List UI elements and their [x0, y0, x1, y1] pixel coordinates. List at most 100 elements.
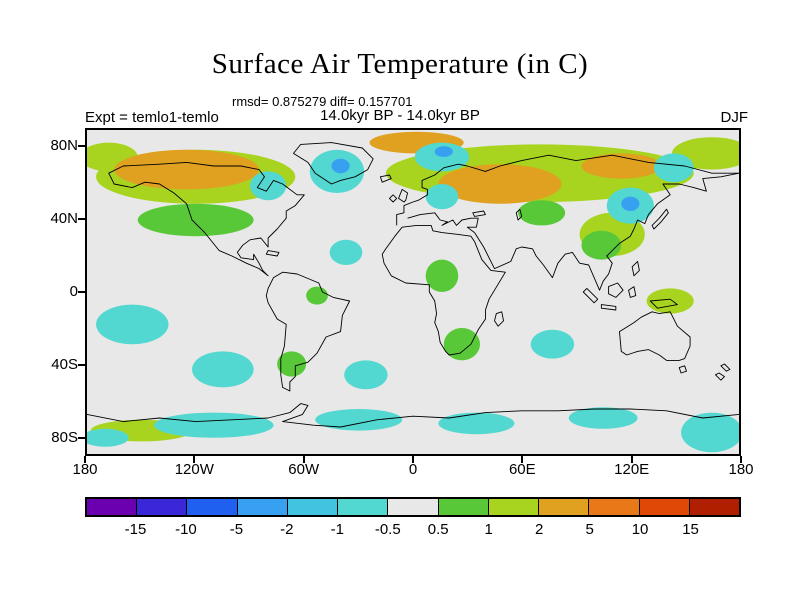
- colorbar-tick-label: 2: [534, 521, 544, 538]
- colorbar-segment: [87, 499, 138, 515]
- coastline-south-america: [265, 271, 351, 392]
- coastline-mediterranean: [407, 212, 479, 233]
- coastline-philippines: [631, 260, 640, 277]
- world-map: [87, 130, 739, 454]
- colorbar-segment: [137, 499, 188, 515]
- colorbar-tick-label: -1: [330, 521, 344, 538]
- contour-patch: [277, 351, 307, 377]
- coastline-iceland: [379, 174, 392, 183]
- contour-patch: [154, 412, 274, 438]
- contour-patch: [581, 153, 662, 179]
- lon-tick-label: 180: [72, 461, 98, 478]
- coastline-cuba: [265, 250, 280, 257]
- colorbar-segment: [287, 499, 339, 515]
- lon-tick-mark: [84, 456, 86, 463]
- map-panel: [85, 128, 741, 456]
- contour-fills-warm-05to1: [137, 200, 622, 377]
- lon-tick-label: 60W: [288, 461, 320, 478]
- colorbar-segment: [589, 499, 640, 515]
- contour-patch: [443, 328, 481, 361]
- coastline-north-america: [108, 161, 305, 277]
- colorbar-tick-label: 15: [682, 521, 699, 538]
- contour-patch: [137, 203, 254, 237]
- lat-tick-mark: [78, 291, 85, 293]
- contour-fills-cool-2to1: [331, 146, 640, 211]
- contour-patch: [250, 171, 287, 201]
- coastline-australia: [619, 311, 691, 361]
- contour-patch: [621, 196, 640, 211]
- contour-patch: [192, 351, 254, 388]
- lon-tick-mark: [740, 456, 742, 463]
- plot-title: Surface Air Temperature (in C): [211, 48, 589, 80]
- colorbar-tick-label: -0.5: [374, 521, 401, 538]
- lat-tick-label: 40N: [50, 210, 78, 227]
- coastline-greenland: [293, 142, 374, 185]
- experiment-label: Expt = temlo1-temlo: [85, 109, 219, 126]
- lon-tick-mark: [521, 456, 524, 463]
- contour-patch: [414, 142, 470, 172]
- contour-patch: [315, 409, 403, 431]
- lat-tick-label: 0: [69, 283, 78, 300]
- lat-tick-mark: [78, 437, 85, 439]
- coastline-new-guinea: [649, 298, 678, 309]
- contour-patch: [329, 239, 363, 265]
- coastline-caspian-sea: [515, 208, 523, 221]
- lon-tick-label: 60E: [508, 461, 536, 478]
- coastline-borneo: [608, 282, 624, 298]
- colorbar-tick-label: 10: [631, 521, 649, 538]
- contour-patch: [434, 146, 453, 157]
- colorbar-segment: [689, 499, 740, 515]
- contour-patch: [114, 149, 260, 190]
- colorbar-tick-label: -2: [280, 521, 294, 538]
- contour-patch: [530, 329, 575, 359]
- coastline-asia-south: [474, 172, 739, 291]
- period-label: 14.0kyr BP - 14.0kyr BP: [320, 107, 480, 124]
- lat-tick-mark: [78, 218, 85, 220]
- colorbar-segment: [639, 499, 690, 515]
- contour-patch: [331, 158, 350, 174]
- colorbar-tick-label: -10: [175, 521, 197, 538]
- contour-patch: [518, 200, 566, 226]
- coastline-britain: [398, 188, 409, 203]
- coastlines: [87, 142, 739, 428]
- colorbar-labels: -15 -10 -5 -2 -1 -0.5 0.5 1 2 5 10 15: [85, 521, 741, 539]
- lon-tick-label: 180: [728, 461, 754, 478]
- contour-patch: [653, 153, 694, 183]
- lon-tick-mark: [412, 456, 414, 463]
- coastline-sumatra: [582, 287, 599, 304]
- lat-tick-label: 40S: [51, 356, 78, 373]
- contour-patch: [568, 407, 638, 429]
- colorbar-segment: [237, 499, 288, 515]
- lon-tick-label: 120W: [174, 461, 214, 478]
- stats-line: rmsd= 0.875279 diff= 0.157701: [232, 94, 413, 109]
- coastline-sulawesi: [628, 286, 637, 298]
- contour-patch: [425, 184, 459, 210]
- lat-tick-label: 80N: [50, 137, 78, 154]
- contour-patch: [681, 412, 739, 453]
- lat-tick-label: 80S: [51, 429, 78, 446]
- coastline-europe-arctic: [396, 154, 739, 226]
- lon-tick-mark: [630, 456, 633, 463]
- contour-patch: [344, 360, 388, 390]
- colorbar-tick-label: 0.5: [427, 521, 449, 538]
- colorbar-segment: [388, 499, 439, 515]
- contour-patch: [438, 412, 515, 435]
- contour-fills-cool-1to05: [87, 142, 739, 453]
- colorbar-segment: [488, 499, 540, 515]
- lon-tick-mark: [193, 456, 196, 463]
- colorbar-tick-label: -5: [229, 521, 244, 538]
- coastline-new-zealand: [715, 363, 731, 381]
- coastline-ireland: [389, 194, 398, 203]
- colorbar-segment: [438, 499, 489, 515]
- season-label: DJF: [720, 109, 749, 126]
- contour-patch: [87, 428, 129, 447]
- coastline-antarctica: [87, 403, 739, 428]
- colorbar-tick-label: 5: [585, 521, 594, 538]
- contour-patch: [425, 259, 459, 292]
- coastline-madagascar: [494, 311, 505, 327]
- contour-patch: [438, 164, 562, 204]
- lon-tick-label: 0: [408, 461, 418, 478]
- colorbar-segment: [187, 499, 238, 515]
- contour-patch: [306, 286, 328, 305]
- colorbar: [85, 497, 741, 517]
